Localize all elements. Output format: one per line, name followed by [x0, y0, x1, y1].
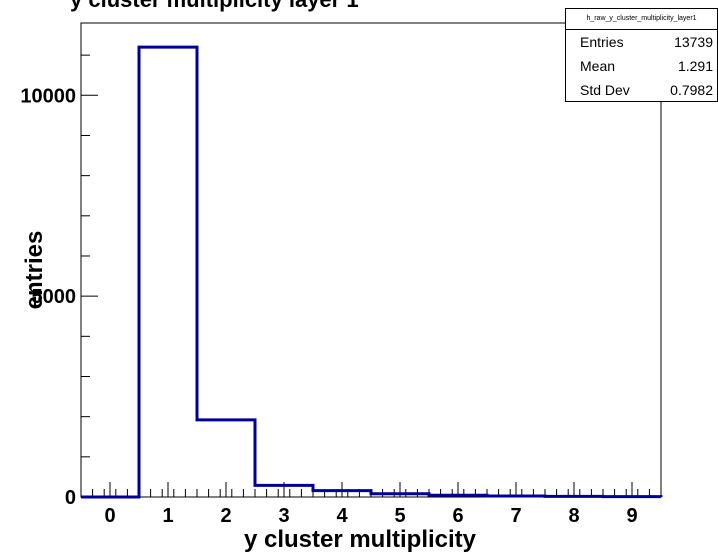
- x-axis-label: y cluster multiplicity: [244, 526, 477, 553]
- x-tick-label: 0: [104, 505, 115, 527]
- stats-label: Entries: [580, 34, 624, 50]
- x-tick-label: 8: [568, 505, 579, 527]
- y-tick-label: 10000: [20, 85, 76, 107]
- x-tick-label: 2: [220, 505, 231, 527]
- stats-value: 13739: [674, 34, 713, 50]
- stats-value: 1.291: [677, 58, 713, 74]
- stats-label: Std Dev: [580, 82, 630, 98]
- x-tick-label: 1: [162, 505, 173, 527]
- x-tick-label: 7: [510, 505, 521, 527]
- stats-histogram-name: h_raw_y_cluster_multiplicity_layer1: [566, 9, 717, 30]
- stats-box: h_raw_y_cluster_multiplicity_layer1 Entr…: [565, 8, 718, 102]
- chart-title: y cluster multiplicity layer 1: [70, 0, 359, 13]
- y-tick-label: 5000: [32, 286, 77, 308]
- y-tick-label: 0: [65, 487, 76, 509]
- x-tick-label: 3: [278, 505, 289, 527]
- x-tick-label: 9: [626, 505, 637, 527]
- stats-row-stddev: Std Dev 0.7982: [566, 78, 717, 102]
- y-axis-label: entries: [21, 231, 48, 310]
- x-tick-label: 5: [394, 505, 405, 527]
- histogram-line: [81, 45, 663, 499]
- stats-row-entries: Entries 13739: [566, 30, 717, 54]
- stats-value: 0.7982: [670, 82, 713, 98]
- x-tick-label: 6: [452, 505, 463, 527]
- x-tick-label: 4: [336, 505, 348, 527]
- stats-label: Mean: [580, 58, 616, 74]
- stats-row-mean: Mean 1.291: [566, 54, 717, 78]
